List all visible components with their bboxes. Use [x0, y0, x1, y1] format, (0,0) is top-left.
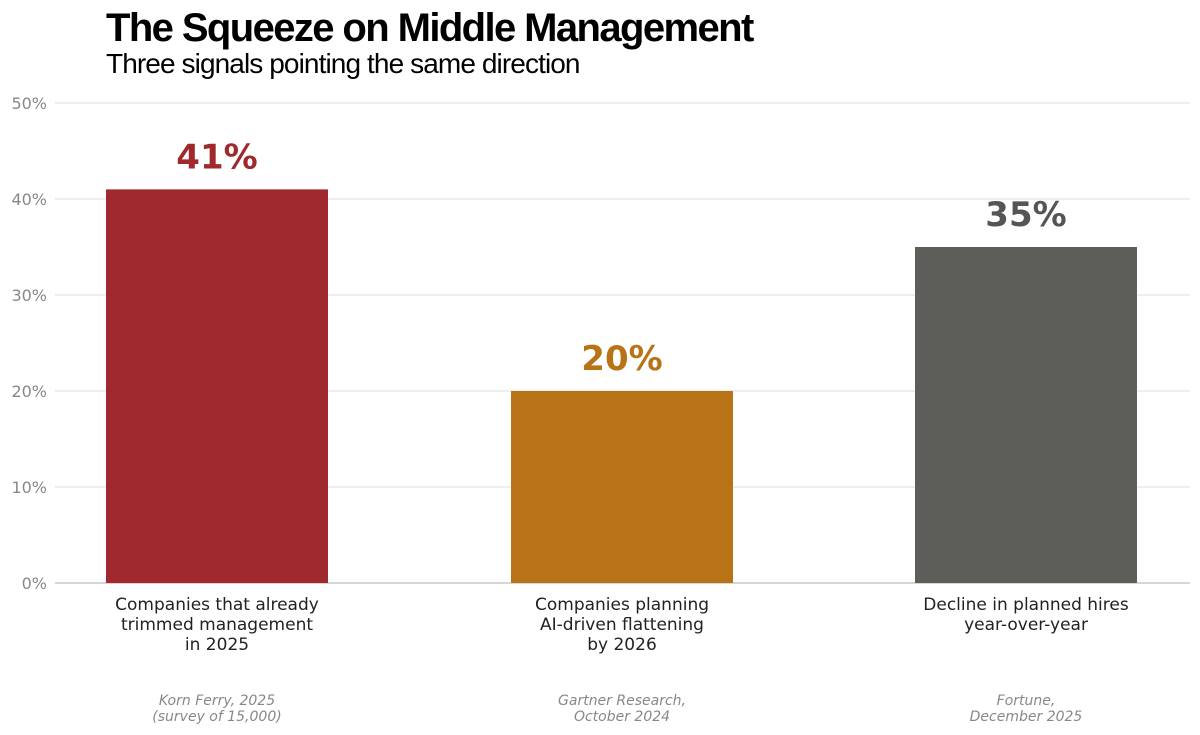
bar-value-label: 20% [581, 339, 662, 379]
bar [915, 247, 1137, 583]
source-note: Korn Ferry, 2025 [159, 693, 275, 709]
x-tick-label: AI-driven flattening [540, 615, 704, 635]
x-tick-label: trimmed management [121, 615, 313, 635]
y-tick-label: 0% [22, 574, 47, 593]
bar [106, 189, 328, 583]
source-note: Fortune, [997, 693, 1056, 709]
source-note: December 2025 [970, 709, 1083, 725]
source-note: (survey of 15,000) [152, 709, 281, 725]
y-tick-label: 50% [11, 94, 47, 113]
x-tick-label: Companies that already [115, 595, 319, 615]
chart-subtitle: Three signals pointing the same directio… [106, 48, 581, 79]
x-tick-label: year-over-year [964, 615, 1088, 635]
y-tick-label: 20% [11, 382, 47, 401]
y-tick-label: 30% [11, 286, 47, 305]
source-note: Gartner Research, [558, 693, 686, 709]
x-tick-label: in 2025 [185, 635, 249, 655]
y-tick-label: 10% [11, 478, 47, 497]
x-tick-label: Decline in planned hires [923, 595, 1129, 615]
bar [511, 391, 733, 583]
x-tick-label: by 2026 [587, 635, 657, 655]
x-tick-label: Companies planning [535, 595, 709, 615]
bar-value-label: 41% [176, 137, 257, 177]
y-tick-label: 40% [11, 190, 47, 209]
chart-title: The Squeeze on Middle Management [106, 6, 754, 50]
source-note: October 2024 [574, 709, 670, 725]
bar-value-label: 35% [985, 195, 1066, 235]
